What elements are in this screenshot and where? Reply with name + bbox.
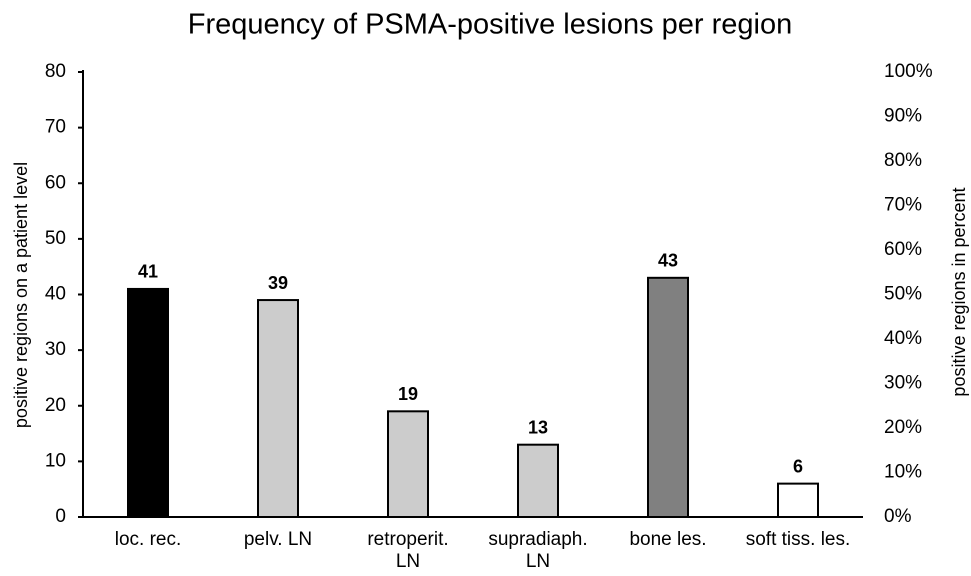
bar bbox=[517, 443, 559, 518]
y2-tick-label: 50% bbox=[884, 284, 922, 305]
bar bbox=[647, 276, 689, 518]
value-label: 41 bbox=[138, 262, 158, 282]
y2-axis-title: positive regions in percent bbox=[949, 187, 969, 396]
y-tick-label: 80 bbox=[45, 61, 66, 82]
y-tick-label: 40 bbox=[45, 284, 66, 305]
value-label: 39 bbox=[268, 273, 288, 293]
bar bbox=[257, 299, 299, 518]
y2-tick-label: 70% bbox=[884, 195, 922, 216]
y-axis-title: positive regions on a patient level bbox=[11, 162, 31, 428]
value-label: 6 bbox=[793, 456, 803, 476]
x-tick-label: retroperit. LN bbox=[367, 529, 449, 572]
x-tick-label-box: bone les. bbox=[629, 529, 707, 550]
value-label: 19 bbox=[398, 384, 418, 404]
y2-tick-label: 90% bbox=[884, 106, 922, 127]
y-tick-label: 60 bbox=[45, 172, 66, 193]
x-tick-label-box: retroperit. LN bbox=[367, 529, 449, 572]
bar bbox=[387, 410, 429, 518]
value-label: 13 bbox=[528, 417, 548, 437]
x-tick-label-box: supradiaph. LN bbox=[488, 529, 588, 572]
bar bbox=[777, 482, 819, 518]
y2-tick-label: 40% bbox=[884, 328, 922, 349]
value-label: 43 bbox=[658, 251, 678, 271]
y2-tick-label: 30% bbox=[884, 373, 922, 394]
y2-tick-label: 80% bbox=[884, 150, 922, 171]
x-tick-label-box: soft tiss. les. bbox=[745, 529, 851, 550]
bar bbox=[127, 287, 169, 518]
x-tick-label: loc. rec. bbox=[114, 529, 182, 550]
y-tick-label: 10 bbox=[45, 450, 66, 471]
x-tick-label-box: loc. rec. bbox=[114, 529, 182, 550]
x-tick-label: pelv. LN bbox=[243, 529, 313, 550]
x-tick-label: bone les. bbox=[629, 529, 707, 550]
y-tick-label: 30 bbox=[45, 339, 66, 360]
y2-tick-label: 0% bbox=[884, 506, 912, 527]
y2-tick-label: 10% bbox=[884, 462, 922, 483]
chart-title: Frequency of PSMA-positive lesions per r… bbox=[188, 9, 792, 41]
y2-tick-label: 20% bbox=[884, 417, 922, 438]
y-tick-label: 20 bbox=[45, 395, 66, 416]
y-tick-label: 50 bbox=[45, 228, 66, 249]
x-tick-label-box: pelv. LN bbox=[243, 529, 313, 550]
y2-tick-label: 60% bbox=[884, 239, 922, 260]
y2-tick-label: 100% bbox=[884, 61, 933, 82]
y-tick-label: 70 bbox=[45, 117, 66, 138]
x-tick-label: soft tiss. les. bbox=[745, 529, 851, 550]
y-tick-label: 0 bbox=[55, 506, 66, 527]
x-tick-label: supradiaph. LN bbox=[488, 529, 588, 572]
